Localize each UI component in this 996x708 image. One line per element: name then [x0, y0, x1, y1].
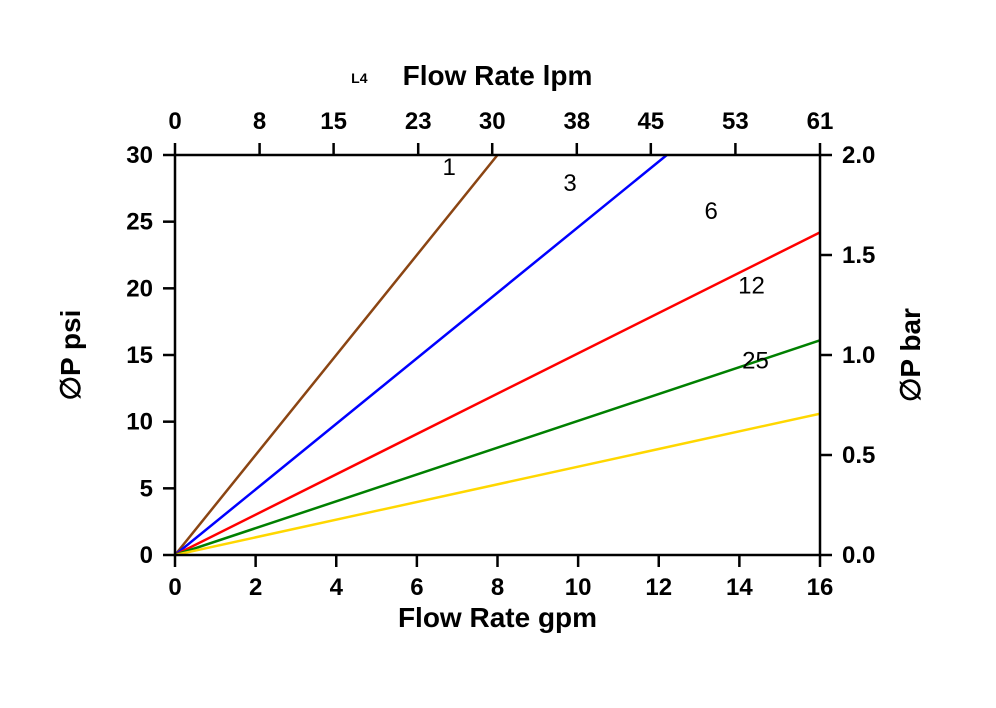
- xb-tick-label: 4: [330, 574, 344, 601]
- series-label-12: 12: [738, 273, 765, 300]
- x-bottom-title: Flow Rate gpm: [398, 602, 597, 633]
- xt-tick-label: 61: [807, 108, 834, 135]
- xt-tick-label: 30: [479, 108, 506, 135]
- series-label-3: 3: [563, 170, 576, 197]
- yr-tick-label: 1.0: [842, 342, 875, 369]
- xt-tick-label: 8: [253, 108, 266, 135]
- yl-tick-label: 0: [140, 542, 153, 569]
- chart-svg: 0246810121416081523303845536105101520253…: [0, 0, 996, 708]
- xb-tick-label: 14: [726, 574, 753, 601]
- xt-tick-label: 45: [637, 108, 664, 135]
- xt-tick-label: 15: [320, 108, 347, 135]
- yr-tick-label: 0.0: [842, 542, 875, 569]
- x-top-title: Flow Rate lpm: [403, 60, 593, 91]
- xt-tick-label: 38: [563, 108, 590, 135]
- xb-tick-label: 0: [168, 574, 181, 601]
- y-right-title: ∅P bar: [895, 308, 926, 402]
- yl-tick-label: 25: [126, 209, 153, 236]
- series-label-1: 1: [442, 154, 455, 181]
- xb-tick-label: 2: [249, 574, 262, 601]
- xt-tick-label: 23: [405, 108, 432, 135]
- yr-tick-label: 2.0: [842, 142, 875, 169]
- yr-tick-label: 1.5: [842, 242, 875, 269]
- xb-tick-label: 10: [565, 574, 592, 601]
- pressure-flow-chart: 0246810121416081523303845536105101520253…: [0, 0, 996, 708]
- yl-tick-label: 20: [126, 275, 153, 302]
- xb-tick-label: 16: [807, 574, 834, 601]
- yl-tick-label: 15: [126, 342, 153, 369]
- y-left-title: ∅P psi: [55, 310, 86, 401]
- yl-tick-label: 5: [140, 475, 153, 502]
- series-label-6: 6: [704, 198, 717, 225]
- xb-tick-label: 12: [645, 574, 672, 601]
- yr-tick-label: 0.5: [842, 442, 875, 469]
- yl-tick-label: 10: [126, 409, 153, 436]
- xt-tick-label: 53: [722, 108, 749, 135]
- xb-tick-label: 8: [491, 574, 504, 601]
- x-top-title-prefix: L4: [351, 70, 368, 86]
- yl-tick-label: 30: [126, 142, 153, 169]
- xt-tick-label: 0: [168, 108, 181, 135]
- xb-tick-label: 6: [410, 574, 423, 601]
- series-label-25: 25: [742, 347, 769, 374]
